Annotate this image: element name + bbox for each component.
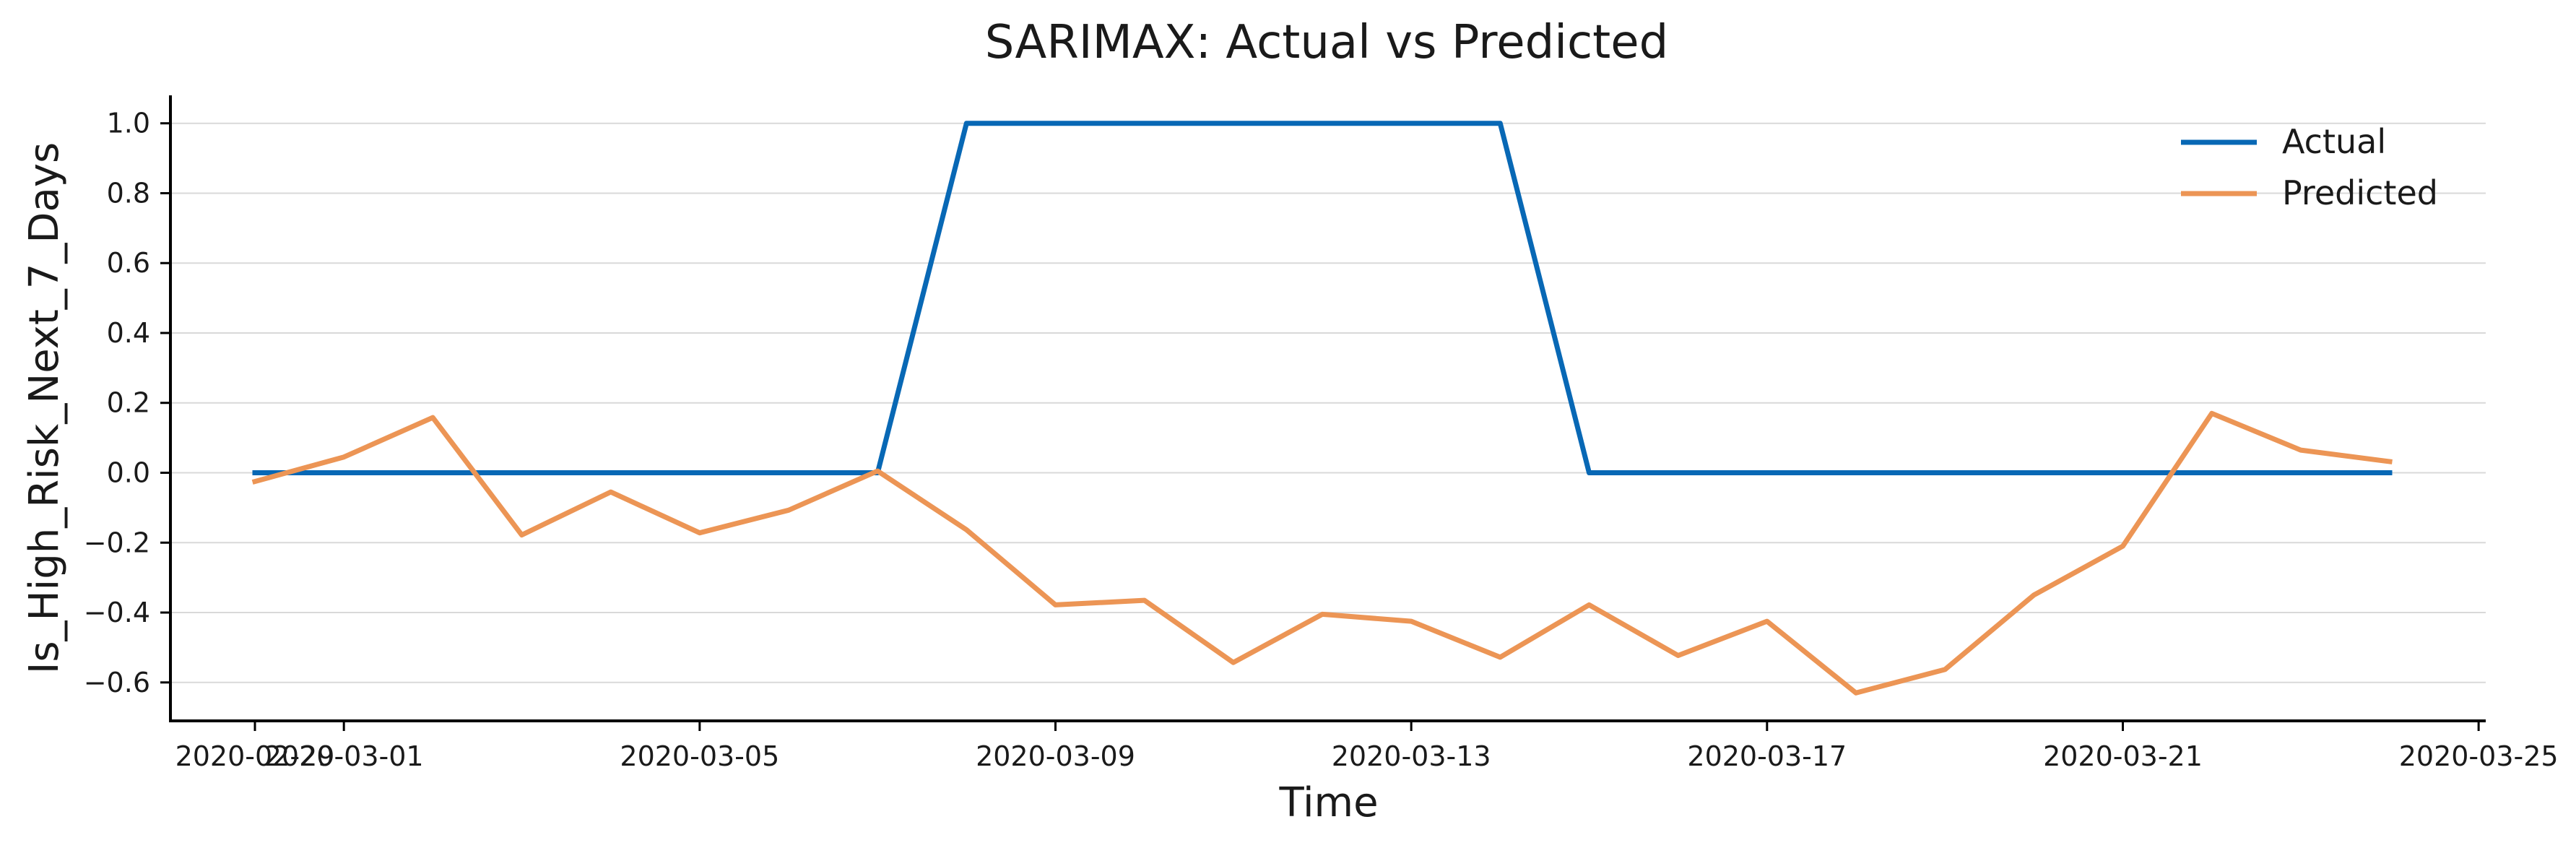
x-tick-label: 2020-03-25 bbox=[2399, 740, 2559, 772]
y-tick-label: −0.4 bbox=[84, 597, 150, 628]
chart-title: SARIMAX: Actual vs Predicted bbox=[985, 16, 1669, 69]
y-tick-label: −0.6 bbox=[84, 667, 150, 698]
x-tick-label: 2020-03-05 bbox=[620, 740, 779, 772]
legend-label-predicted: Predicted bbox=[2282, 173, 2438, 212]
x-axis-label: Time bbox=[1278, 779, 1378, 826]
series-line-predicted bbox=[251, 410, 2393, 696]
legend-label-actual: Actual bbox=[2282, 122, 2386, 161]
y-tick-label: 0.8 bbox=[107, 177, 150, 209]
y-tick-label: −0.2 bbox=[84, 527, 150, 558]
y-tick-label: 0.4 bbox=[107, 317, 150, 349]
y-tick-label: 0.2 bbox=[107, 387, 150, 419]
x-tick-label: 2020-03-09 bbox=[976, 740, 1135, 772]
x-tick-label: 2020-03-17 bbox=[1687, 740, 1847, 772]
y-tick-label: 0.6 bbox=[107, 247, 150, 279]
series-lines bbox=[251, 121, 2393, 696]
x-tick-label: 2020-03-13 bbox=[1332, 740, 1491, 772]
axes bbox=[169, 95, 2486, 722]
grid-lines bbox=[170, 122, 2486, 683]
x-tick-label: 2020-03-21 bbox=[2043, 740, 2203, 772]
series-line-actual bbox=[252, 121, 2393, 475]
legend: Actual Predicted bbox=[2181, 122, 2438, 212]
x-tick-label: 2020-02-29 bbox=[175, 740, 335, 772]
y-tick-label: 0.0 bbox=[107, 457, 150, 489]
y-axis-label: Is_High_Risk_Next_7_Days bbox=[21, 142, 68, 674]
y-ticks: −0.6 −0.4 −0.2 0.0 0.2 0.4 0.6 0.8 1.0 bbox=[84, 108, 170, 698]
y-tick-label: 1.0 bbox=[107, 108, 150, 139]
x-tick-label: 2020-03-01 bbox=[264, 740, 424, 772]
